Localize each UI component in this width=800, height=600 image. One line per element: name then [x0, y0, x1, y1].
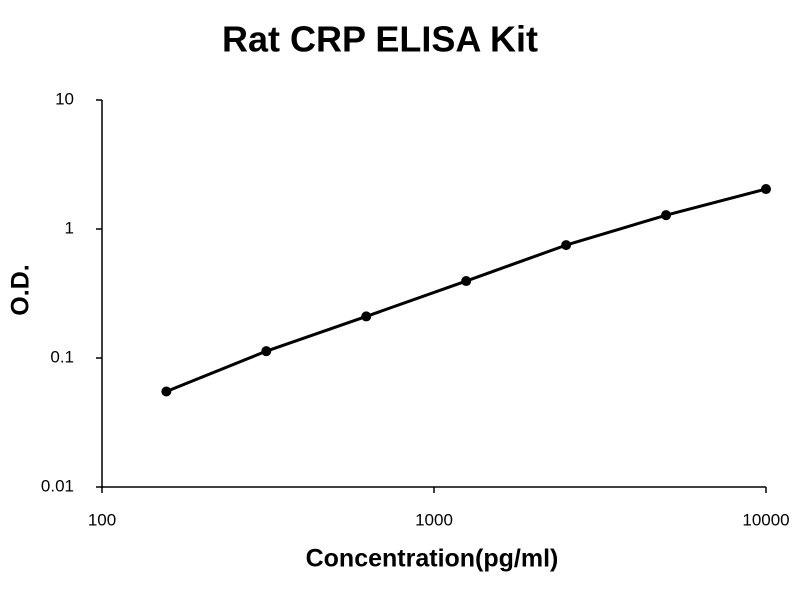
data-point: [461, 276, 472, 287]
y-tick-label: 10: [55, 89, 74, 108]
data-point: [761, 184, 771, 195]
y-tick-label: 0.1: [50, 347, 74, 366]
y-axis-label: O.D.: [7, 264, 35, 315]
chart-title: Rat CRP ELISA Kit: [222, 19, 538, 60]
x-tick-label: 10000: [742, 510, 789, 529]
x-axis-label: Concentration(pg/ml): [306, 545, 559, 573]
data-point: [661, 210, 672, 221]
data-point: [261, 346, 272, 357]
data-line: [165, 187, 767, 393]
data-point: [361, 311, 372, 322]
x-tick-label: 100: [88, 510, 116, 529]
x-tick-label: 1000: [415, 510, 453, 529]
y-tick-label: 0.01: [41, 476, 74, 495]
y-tick-label: 1: [65, 218, 74, 237]
data-point: [561, 240, 572, 251]
data-point: [161, 386, 172, 397]
